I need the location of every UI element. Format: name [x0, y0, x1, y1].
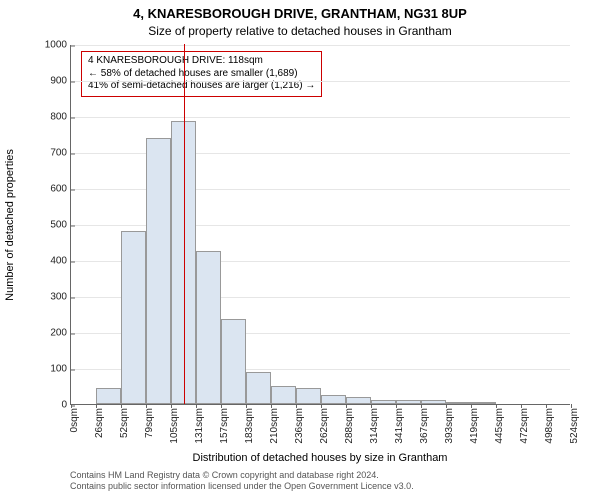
histogram-bar	[121, 231, 146, 404]
histogram-bar	[296, 388, 321, 404]
x-tick-label: 419sqm	[469, 408, 480, 444]
x-tick-label: 341sqm	[394, 408, 405, 444]
x-tick-label: 498sqm	[544, 408, 555, 444]
x-tick-label: 393sqm	[444, 408, 455, 444]
x-tick-label: 183sqm	[244, 408, 255, 444]
x-tick-label: 314sqm	[369, 408, 380, 444]
chart-subtitle: Size of property relative to detached ho…	[0, 24, 600, 38]
y-tick-label: 700	[50, 148, 71, 159]
x-tick-label: 105sqm	[169, 408, 180, 444]
y-tick-label: 300	[50, 292, 71, 303]
x-tick-label: 0sqm	[69, 408, 80, 432]
y-tick-label: 400	[50, 256, 71, 267]
histogram-bar	[221, 319, 246, 404]
y-tick-label: 200	[50, 328, 71, 339]
histogram-bar	[271, 386, 296, 404]
y-tick-label: 900	[50, 76, 71, 87]
x-tick-label: 472sqm	[519, 408, 530, 444]
histogram-bar	[346, 397, 371, 404]
x-tick-label: 26sqm	[94, 408, 105, 438]
histogram-bar	[146, 138, 171, 404]
histogram-bar	[321, 395, 346, 404]
x-tick-label: 131sqm	[194, 408, 205, 444]
y-axis-label: Number of detached properties	[4, 149, 16, 301]
footer-line-2: Contains public sector information licen…	[70, 481, 414, 492]
histogram-bar	[446, 402, 471, 404]
x-tick-label: 288sqm	[344, 408, 355, 444]
histogram-bar	[371, 400, 396, 404]
x-tick-label: 262sqm	[319, 408, 330, 444]
histogram-bar	[421, 400, 446, 404]
marker-line	[184, 44, 185, 404]
y-tick-label: 800	[50, 112, 71, 123]
histogram-bar	[96, 388, 121, 404]
histogram-plot: 4 KNARESBOROUGH DRIVE: 118sqm ← 58% of d…	[70, 45, 570, 405]
x-axis-label: Distribution of detached houses by size …	[70, 452, 570, 464]
x-tick-label: 236sqm	[294, 408, 305, 444]
x-tick-label: 157sqm	[219, 408, 230, 444]
histogram-bar	[396, 400, 421, 404]
info-annotation-box: 4 KNARESBOROUGH DRIVE: 118sqm ← 58% of d…	[81, 51, 322, 97]
footer-attribution: Contains HM Land Registry data © Crown c…	[70, 470, 414, 492]
info-line-2: ← 58% of detached houses are smaller (1,…	[88, 68, 315, 81]
histogram-bar	[471, 402, 496, 404]
x-tick-label: 52sqm	[119, 408, 130, 438]
y-tick-label: 1000	[45, 40, 71, 51]
y-tick-label: 500	[50, 220, 71, 231]
x-tick-label: 524sqm	[569, 408, 580, 444]
footer-line-1: Contains HM Land Registry data © Crown c…	[70, 470, 414, 481]
x-tick-label: 79sqm	[144, 408, 155, 438]
y-tick-label: 600	[50, 184, 71, 195]
x-tick-label: 367sqm	[419, 408, 430, 444]
chart-title: 4, KNARESBOROUGH DRIVE, GRANTHAM, NG31 8…	[0, 6, 600, 21]
histogram-bar	[196, 251, 221, 404]
histogram-bar	[246, 372, 271, 404]
y-tick-label: 100	[50, 364, 71, 375]
gridline	[71, 81, 570, 82]
gridline	[71, 45, 570, 46]
gridline	[71, 117, 570, 118]
x-tick-label: 445sqm	[494, 408, 505, 444]
x-tick-label: 210sqm	[269, 408, 280, 444]
info-line-1: 4 KNARESBOROUGH DRIVE: 118sqm	[88, 55, 315, 68]
